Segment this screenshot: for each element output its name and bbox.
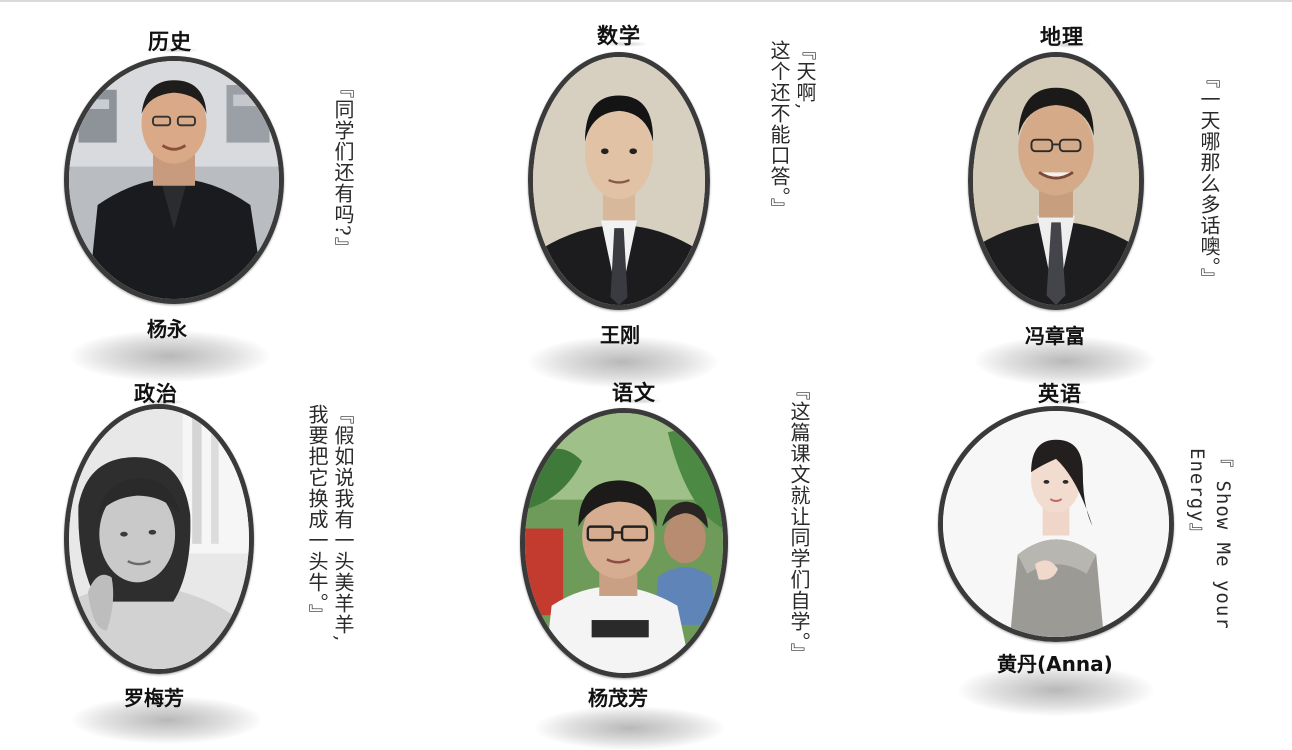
subject-label: 政治	[134, 378, 186, 408]
teacher-photo	[528, 52, 710, 310]
subject-label: 语文	[612, 377, 664, 407]
man-smiling-jacket-portrait-icon	[69, 61, 279, 299]
top-divider	[0, 0, 1292, 2]
teacher-quote: 『同学们还有吗?』	[331, 78, 355, 258]
card-shadow	[528, 336, 718, 388]
teacher-quote: 『假如说我有一头美羊羊, 我要把它换成一头牛。』	[305, 404, 355, 643]
teacher-photo	[938, 406, 1174, 642]
man-suit-tie-portrait-icon	[533, 57, 705, 305]
teacher-name: 王刚	[600, 323, 640, 347]
card-shadow	[958, 664, 1154, 716]
card-shadow	[535, 706, 725, 750]
teacher-quote: 『这篇课文就让同学们自学。』	[787, 380, 811, 664]
teacher-name: 冯章富	[1025, 324, 1085, 348]
woman-gray-dress-portrait-icon	[943, 411, 1169, 637]
teacher-quote: 『一天哪那么多话噢。』	[1197, 68, 1221, 289]
teacher-photo	[64, 56, 284, 304]
teacher-name: 罗梅芳	[124, 686, 184, 710]
subject-label: 历史	[148, 26, 200, 56]
subject-label: 英语	[1038, 378, 1090, 408]
woman-grayscale-portrait-icon	[69, 409, 249, 669]
teacher-name: 黄丹(Anna)	[997, 652, 1113, 676]
subject-label: 数学	[597, 20, 649, 50]
card-shadow	[975, 336, 1155, 386]
teacher-name: 杨永	[147, 317, 187, 341]
woman-glasses-garden-portrait-icon	[525, 413, 723, 673]
teacher-quote: 『天啊, 这个还不能口答。』	[767, 40, 817, 219]
teacher-name: 杨茂芳	[588, 686, 648, 710]
card-shadow	[70, 330, 270, 382]
teacher-quote: 『 Show Me your Energy』	[1186, 448, 1234, 630]
teacher-photo	[968, 52, 1144, 310]
man-glasses-suit-portrait-icon	[973, 57, 1139, 305]
teacher-photo	[520, 408, 728, 678]
teacher-photo	[64, 404, 254, 674]
subject-label: 地理	[1040, 21, 1092, 51]
